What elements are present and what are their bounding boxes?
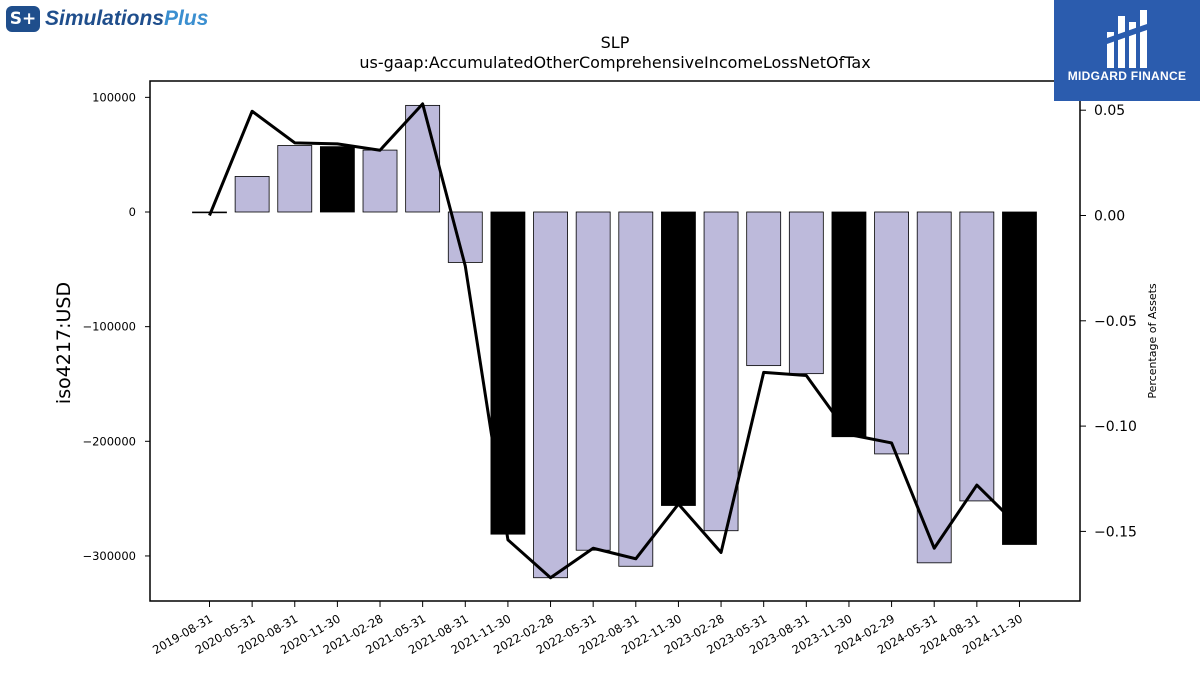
bar [916,211,952,564]
brand-name-part2: Plus [164,7,209,30]
bar [405,104,441,213]
y2-tick-label: 0.05 [1094,103,1125,119]
y-tick-label: −300000 [82,549,136,563]
y-tick-label: 100000 [92,90,136,104]
y-tick-label: −100000 [82,320,136,334]
simulations-plus-logo-icon: S+ [6,6,40,32]
plot-frame [149,80,1081,602]
bar [661,211,696,506]
bar [831,211,867,438]
bar [788,211,824,375]
bar [746,211,782,367]
y-tick-label: −200000 [82,434,136,448]
x-axis: 2019-08-312020-05-312020-08-312020-11-30… [150,601,1025,657]
midgard-finance-label: MIDGARD FINANCE [1067,69,1187,83]
midgard-finance-logo: MIDGARD FINANCE [1054,0,1200,101]
midgard-finance-logo-icon [1107,10,1147,68]
y-axis-label: iso4217:USD [53,282,75,404]
percentage-of-assets-line [208,102,1021,580]
brand-name-part1: Simulations [45,7,165,30]
brand-name: SimulationsPlus [45,7,208,31]
y-axis: 100000 0 −100000 −200000 −300000 [82,90,150,563]
bar [277,145,313,213]
simulations-plus-logo: S+ SimulationsPlus [6,6,208,32]
chart-subtitle: us-gaap:AccumulatedOtherComprehensiveInc… [359,53,870,72]
y2-tick-label: −0.05 [1094,314,1137,330]
y2-tick-label: −0.10 [1094,419,1137,435]
bar [234,176,270,213]
y2-tick-label: 0.00 [1094,209,1125,225]
bar [618,211,654,567]
chart-title: SLP [601,33,630,52]
bar [874,211,909,455]
line-series [208,102,1021,580]
y-tick-label: 0 [129,205,136,219]
bar [959,211,995,502]
bar-series [192,104,1037,579]
bar [703,211,739,532]
bar [362,149,398,213]
bar [490,211,526,535]
y2-tick-label: −0.15 [1094,524,1137,540]
y2-axis: 0.05 0.00 −0.05 −0.10 −0.15 [1080,103,1137,540]
y2-axis-label: Percentage of Assets [1146,283,1159,399]
bar [1002,211,1037,545]
bar [319,146,355,213]
bar [575,211,611,551]
bar [533,211,568,579]
